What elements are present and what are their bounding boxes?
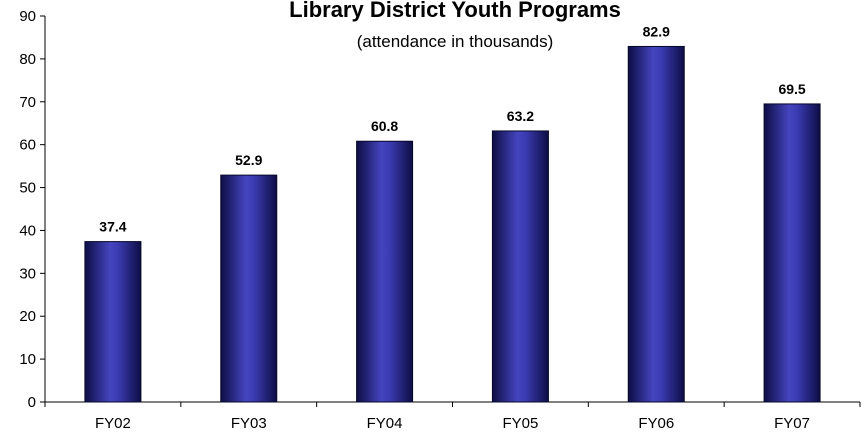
y-tick-label: 30 — [19, 265, 36, 282]
y-axis: 0 10 20 30 40 50 60 70 80 90 — [19, 8, 46, 411]
x-tick-label: FY02 — [95, 415, 131, 432]
data-label-fy07: 69.5 — [778, 81, 805, 97]
bar-fy05 — [491, 130, 549, 403]
data-label-fy05: 63.2 — [507, 108, 534, 124]
bar-fy04 — [356, 140, 414, 403]
y-tick-label: 20 — [19, 308, 36, 325]
x-axis: FY02 FY03 FY04 FY05 FY06 FY07 — [44, 401, 861, 432]
y-tick-label: 80 — [19, 51, 36, 68]
y-tick-label: 60 — [19, 137, 36, 154]
data-labels: 37.4 52.9 60.8 63.2 82.9 69.5 — [99, 23, 806, 234]
chart-title: Library District Youth Programs — [289, 0, 621, 22]
x-tick-label: FY04 — [367, 415, 403, 432]
y-tick-label: 70 — [19, 94, 36, 111]
chart-subtitle: (attendance in thousands) — [357, 32, 554, 51]
bar-fy02 — [84, 241, 142, 403]
data-label-fy04: 60.8 — [371, 118, 398, 134]
x-tick-label: FY07 — [774, 415, 810, 432]
x-tick-label: FY06 — [638, 415, 674, 432]
y-tick-label: 0 — [28, 394, 36, 411]
bars — [84, 45, 821, 403]
x-tick-label: FY03 — [231, 415, 267, 432]
data-label-fy03: 52.9 — [235, 152, 262, 168]
data-label-fy06: 82.9 — [643, 23, 670, 39]
bar-fy07 — [763, 103, 821, 403]
y-tick-label: 50 — [19, 180, 36, 197]
bar-fy06 — [627, 45, 685, 403]
data-label-fy02: 37.4 — [99, 219, 126, 235]
bar-fy03 — [220, 174, 278, 403]
y-tick-label: 10 — [19, 351, 36, 368]
y-tick-label: 40 — [19, 222, 36, 239]
y-tick-label: 90 — [19, 8, 36, 25]
x-tick-label: FY05 — [502, 415, 538, 432]
